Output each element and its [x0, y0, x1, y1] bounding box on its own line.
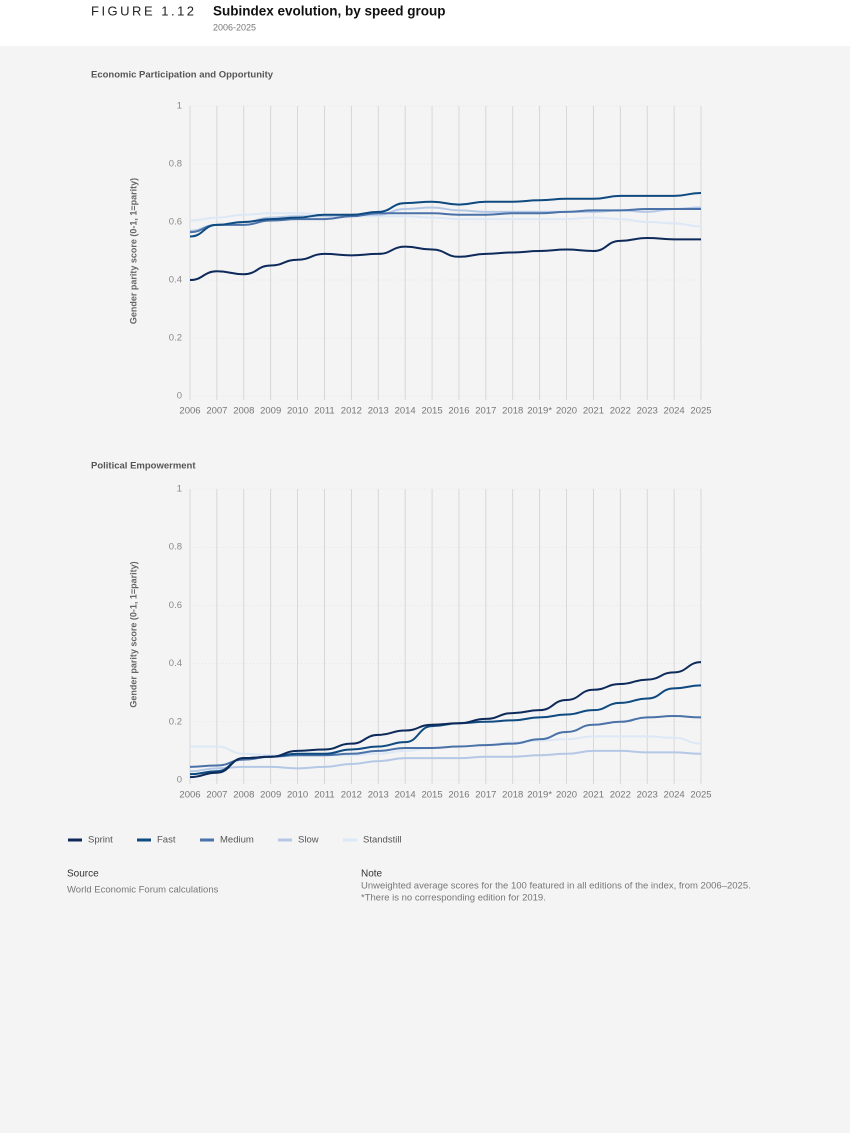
x-tick-label: 2014 [395, 790, 416, 801]
x-tick-label: 2013 [368, 406, 389, 417]
x-tick-label: 2015 [421, 406, 442, 417]
y-tick-label: 0.4 [169, 658, 182, 669]
y-tick-label: 0.6 [169, 217, 182, 228]
x-tick-label: 2013 [368, 790, 389, 801]
legend-label: Sprint [88, 835, 113, 846]
x-tick-label: 2007 [206, 406, 227, 417]
x-tick-label: 2019* [527, 406, 552, 417]
x-tick-label: 2008 [233, 790, 254, 801]
series-line [189, 684, 702, 776]
x-tick-label: 2009 [260, 790, 281, 801]
y-tick-label: 0.4 [169, 275, 182, 286]
x-tick-label: 2006 [179, 406, 200, 417]
x-tick-label: 2023 [637, 406, 658, 417]
x-tick-label: 2007 [206, 790, 227, 801]
source-text: World Economic Forum calculations [67, 885, 219, 896]
figure-subtitle: 2006-2025 [213, 22, 256, 32]
y-tick-label: 0.8 [169, 542, 182, 553]
x-tick-label: 2008 [233, 406, 254, 417]
series-line [189, 749, 702, 773]
figure-label: FIGURE 1.12 [91, 3, 197, 18]
x-tick-label: 2011 [314, 790, 334, 801]
figure-title: Subindex evolution, by speed group [213, 4, 446, 19]
x-tick-label: 2017 [475, 790, 496, 801]
x-tick-label: 2016 [448, 406, 469, 417]
x-tick-label: 2009 [260, 406, 281, 417]
x-tick-label: 2023 [637, 790, 658, 801]
x-tick-label: 2014 [395, 406, 416, 417]
legend-label: Fast [157, 835, 176, 846]
x-tick-label: 2025 [690, 406, 711, 417]
x-tick-label: 2020 [556, 790, 577, 801]
series-line [189, 236, 701, 281]
y-axis-label: Gender parity score (0-1, 1=parity) [128, 178, 138, 324]
x-tick-label: 2011 [314, 406, 334, 417]
x-tick-label: 2017 [475, 406, 496, 417]
y-axis-label: Gender parity score (0-1, 1=parity) [128, 561, 138, 707]
series-line [189, 661, 702, 779]
y-tick-label: 0.2 [169, 716, 182, 727]
series-line [189, 192, 702, 238]
x-tick-label: 2006 [179, 790, 200, 801]
x-tick-label: 2022 [610, 406, 631, 417]
series-line [189, 207, 701, 234]
source-heading: Source [67, 869, 99, 880]
note-line: Unweighted average scores for the 100 fe… [361, 881, 751, 892]
x-tick-label: 2019* [527, 790, 552, 801]
y-tick-label: 0 [177, 775, 182, 786]
header-bg [0, 0, 850, 46]
note-heading: Note [361, 869, 383, 880]
x-tick-label: 2010 [287, 790, 308, 801]
x-tick-label: 2024 [664, 406, 685, 417]
legend-label: Medium [220, 835, 254, 846]
x-tick-label: 2025 [690, 790, 711, 801]
series-line [190, 735, 702, 757]
x-tick-label: 2012 [341, 790, 362, 801]
y-tick-label: 0.8 [169, 159, 182, 170]
y-tick-label: 1 [177, 101, 182, 112]
chart-title: Political Empowerment [91, 461, 196, 472]
y-tick-label: 1 [177, 484, 182, 495]
y-tick-label: 0.6 [169, 600, 182, 611]
series-line [189, 212, 702, 228]
x-tick-label: 2021 [583, 790, 604, 801]
x-tick-label: 2010 [287, 406, 308, 417]
y-tick-label: 0.2 [169, 333, 182, 344]
x-tick-label: 2020 [556, 406, 577, 417]
x-tick-label: 2024 [664, 790, 685, 801]
y-tick-label: 0 [177, 391, 182, 402]
legend-label: Standstill [363, 835, 402, 846]
x-tick-label: 2018 [502, 406, 523, 417]
legend-label: Slow [298, 835, 319, 846]
chart-title: Economic Participation and Opportunity [91, 70, 274, 81]
x-tick-label: 2012 [341, 406, 362, 417]
x-tick-label: 2018 [502, 790, 523, 801]
x-tick-label: 2015 [421, 790, 442, 801]
note-line: *There is no corresponding edition for 2… [361, 893, 546, 904]
x-tick-label: 2022 [610, 790, 631, 801]
x-tick-label: 2016 [448, 790, 469, 801]
x-tick-label: 2021 [583, 406, 604, 417]
